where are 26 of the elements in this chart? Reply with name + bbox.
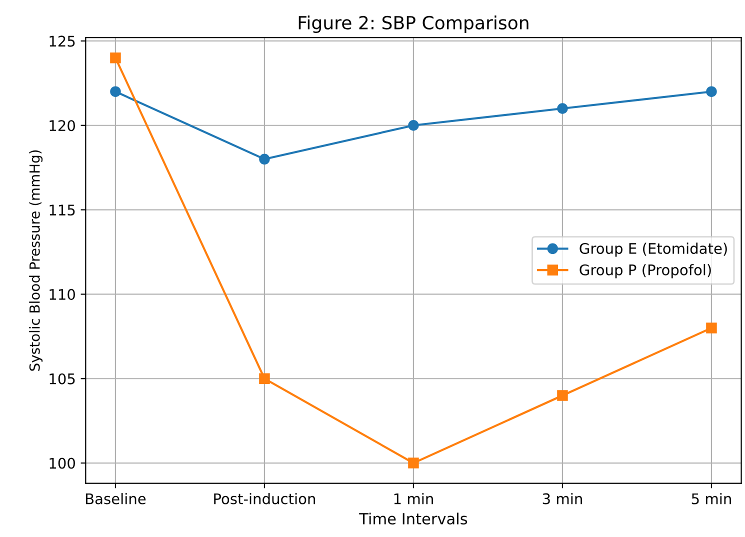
- point: [110, 86, 121, 97]
- x-tick-label: 5 min: [692, 493, 731, 504]
- point: [557, 103, 568, 114]
- chart-title: Figure 2: SBP Comparison: [298, 16, 528, 34]
- y-axis-title: Systolic Blood Pressure (mmHg): [29, 150, 43, 371]
- point: [706, 322, 717, 334]
- point: [706, 86, 717, 97]
- legend-label: Group P (Propofol): [580, 264, 711, 278]
- x-tick-label: Post-induction: [214, 493, 315, 504]
- point: [110, 52, 121, 64]
- y-tick-label: 120: [50, 120, 75, 132]
- point: [408, 120, 419, 131]
- legend-label: Group E (Etomidate): [580, 242, 727, 257]
- x-tick-label: 1 min: [394, 493, 433, 504]
- y-tick-label: 115: [50, 204, 75, 216]
- x-tick-label: 3 min: [542, 493, 582, 504]
- y-tick-label: 105: [50, 373, 75, 384]
- y-tick-label: 110: [50, 288, 75, 300]
- x-axis-title: Time Intervals: [359, 512, 468, 525]
- point: [408, 458, 419, 468]
- point: [259, 373, 270, 384]
- point: [259, 154, 270, 165]
- y-tick-label: 125: [50, 36, 75, 47]
- point: [557, 390, 568, 401]
- x-tick-label: Baseline: [86, 493, 146, 504]
- y-tick-label: 100: [50, 458, 75, 469]
